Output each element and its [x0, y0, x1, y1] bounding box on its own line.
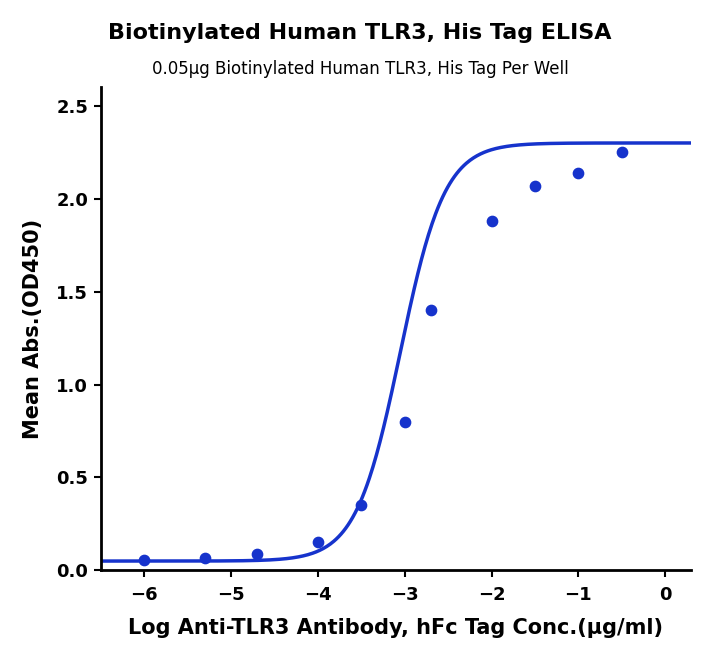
Point	[616, 147, 628, 158]
Point	[399, 416, 410, 427]
Point	[199, 552, 211, 563]
Point	[529, 180, 541, 191]
Point	[251, 548, 263, 559]
Point	[356, 500, 367, 511]
Point	[486, 215, 498, 226]
X-axis label: Log Anti-TLR3 Antibody, hFc Tag Conc.(μg/ml): Log Anti-TLR3 Antibody, hFc Tag Conc.(μg…	[128, 617, 664, 637]
Point	[425, 305, 436, 315]
Y-axis label: Mean Abs.(OD450): Mean Abs.(OD450)	[22, 219, 42, 439]
Point	[138, 555, 150, 566]
Text: 0.05μg Biotinylated Human TLR3, His Tag Per Well: 0.05μg Biotinylated Human TLR3, His Tag …	[152, 60, 568, 79]
Point	[572, 167, 584, 178]
Point	[312, 536, 323, 547]
Text: Biotinylated Human TLR3, His Tag ELISA: Biotinylated Human TLR3, His Tag ELISA	[108, 23, 612, 44]
